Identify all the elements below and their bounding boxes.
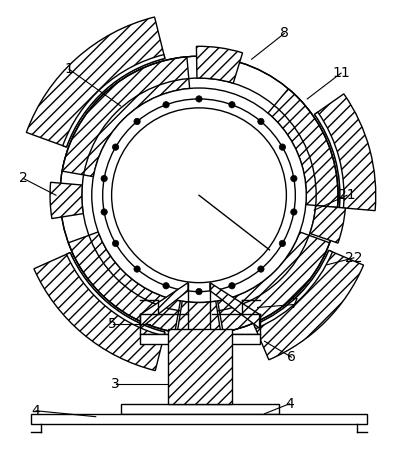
Wedge shape [26, 17, 165, 147]
Circle shape [101, 209, 107, 215]
Wedge shape [68, 232, 180, 332]
Text: 22: 22 [345, 251, 363, 265]
Wedge shape [218, 232, 330, 332]
Text: 6: 6 [287, 350, 296, 364]
Wedge shape [63, 54, 165, 147]
Text: 3: 3 [111, 377, 120, 391]
Wedge shape [34, 252, 165, 371]
Circle shape [111, 108, 287, 283]
Wedge shape [176, 301, 222, 344]
Text: 4: 4 [32, 404, 41, 418]
Wedge shape [310, 206, 345, 243]
Bar [121, 404, 279, 414]
Circle shape [134, 266, 140, 272]
Text: 7: 7 [290, 298, 299, 312]
Circle shape [134, 118, 140, 125]
Circle shape [10, 7, 388, 384]
Wedge shape [254, 250, 363, 360]
Text: 21: 21 [338, 188, 356, 202]
Polygon shape [210, 283, 259, 328]
Bar [140, 334, 259, 344]
Text: 5: 5 [108, 317, 117, 332]
Circle shape [101, 175, 107, 182]
Text: 8: 8 [280, 27, 289, 40]
Text: 11: 11 [332, 66, 350, 80]
Wedge shape [314, 94, 376, 211]
Polygon shape [140, 283, 188, 328]
Circle shape [92, 88, 306, 303]
Wedge shape [66, 252, 165, 336]
Circle shape [112, 240, 119, 246]
Circle shape [291, 209, 297, 215]
Circle shape [258, 266, 264, 272]
Circle shape [196, 96, 202, 102]
Circle shape [112, 144, 119, 150]
Circle shape [229, 283, 235, 289]
Wedge shape [254, 250, 332, 329]
Circle shape [196, 288, 202, 295]
Bar [31, 414, 367, 424]
Circle shape [279, 144, 286, 150]
Circle shape [163, 101, 169, 108]
Text: 2: 2 [19, 172, 27, 186]
Circle shape [92, 88, 306, 303]
Circle shape [60, 56, 338, 334]
Text: 4: 4 [285, 397, 294, 411]
Text: 1: 1 [64, 62, 73, 76]
Wedge shape [268, 89, 338, 207]
Wedge shape [196, 46, 242, 83]
Circle shape [229, 101, 235, 108]
Wedge shape [314, 112, 344, 208]
Bar [168, 329, 232, 404]
Wedge shape [62, 57, 190, 177]
Circle shape [291, 175, 297, 182]
Wedge shape [50, 182, 83, 219]
Circle shape [163, 283, 169, 289]
Circle shape [258, 118, 264, 125]
Circle shape [279, 240, 286, 246]
